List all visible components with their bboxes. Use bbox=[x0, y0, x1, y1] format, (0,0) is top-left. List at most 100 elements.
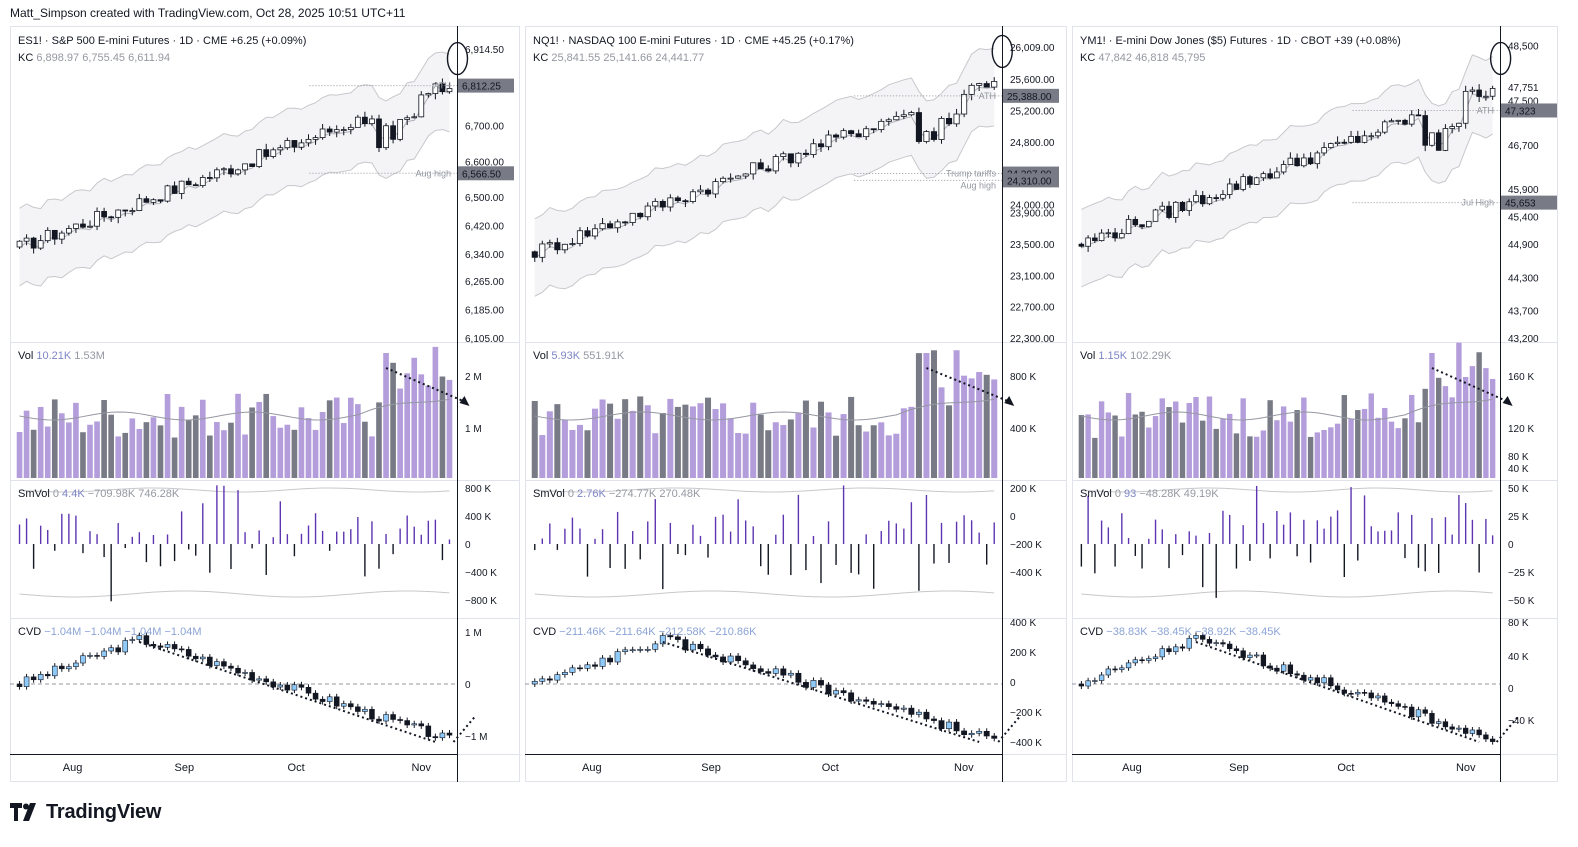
cvd-candle bbox=[1280, 664, 1287, 672]
volume-bar bbox=[73, 402, 79, 478]
volume-bar bbox=[1274, 420, 1280, 478]
volume-bar bbox=[810, 427, 817, 478]
volume-bar bbox=[870, 425, 877, 478]
candle-body bbox=[1334, 141, 1341, 144]
candle-body bbox=[659, 200, 666, 208]
candle-body bbox=[946, 117, 953, 125]
candle-body bbox=[810, 143, 817, 155]
time-axis-label: Sep bbox=[701, 762, 721, 774]
cvd-legend: CVD −1.04M −1.04M −1.04M −1.04M bbox=[18, 626, 202, 638]
volume-bar bbox=[1247, 436, 1253, 478]
candle-body bbox=[1381, 121, 1388, 133]
trend-arrow-cvd-down bbox=[1195, 641, 1480, 743]
smvol-lower-band bbox=[1081, 590, 1493, 598]
volume-bar bbox=[1334, 423, 1341, 478]
volume-axis-tick: 160 K bbox=[1508, 372, 1534, 383]
volume-bar bbox=[263, 393, 270, 478]
candle-body bbox=[291, 140, 298, 148]
symbol-title: NQ1! · NASDAQ 100 E-mini Futures · 1D · … bbox=[533, 35, 854, 47]
trend-arrowhead-volume bbox=[1502, 396, 1513, 406]
chart-pane-nq[interactable]: 26,009.00 25,600.00 25,200.00 24,800.00 24,0… bbox=[525, 26, 1067, 782]
chart-canvas-nq[interactable]: 26,009.00 25,600.00 25,200.00 24,800.00 24,0… bbox=[525, 26, 1067, 782]
candle-body bbox=[129, 210, 136, 212]
cvd-candle bbox=[1321, 677, 1327, 684]
cvd-candle bbox=[1240, 650, 1246, 658]
smvol-axis-tick: −800 K bbox=[465, 596, 497, 607]
candle-body bbox=[263, 149, 270, 157]
volume-bar bbox=[893, 433, 900, 478]
cvd-candle bbox=[644, 649, 651, 651]
cvd-axis-tick: 0 bbox=[1508, 684, 1514, 695]
volume-bar bbox=[554, 404, 561, 478]
cvd-candle bbox=[1463, 727, 1469, 734]
keltner-lower bbox=[534, 125, 995, 297]
candle-body bbox=[961, 93, 968, 115]
volume-bar bbox=[1260, 430, 1267, 478]
candle-body bbox=[1152, 209, 1159, 222]
cvd-candle bbox=[1361, 692, 1368, 694]
time-axis-label: Aug bbox=[582, 762, 602, 774]
cvd-candle bbox=[432, 736, 439, 739]
smvol-axis-tick: −50 K bbox=[1508, 596, 1535, 607]
candle-body bbox=[757, 162, 764, 170]
chart-pane-ym[interactable]: 48,500 47,751 47,500 46,700 45,900 45,400 44,9… bbox=[1072, 26, 1558, 782]
volume-bar bbox=[291, 429, 298, 478]
candle-body bbox=[1348, 135, 1354, 143]
volume-bar bbox=[727, 418, 734, 478]
candle-body bbox=[171, 185, 178, 194]
level-label: ATH bbox=[434, 81, 451, 91]
volume-bar bbox=[659, 412, 666, 478]
cvd-candle bbox=[614, 651, 621, 663]
volume-bar bbox=[900, 408, 907, 478]
volume-bar bbox=[185, 419, 192, 478]
candle-body bbox=[674, 197, 681, 202]
candle-body bbox=[101, 211, 107, 218]
volume-bar bbox=[576, 424, 583, 478]
cvd-axis-tick: −1 M bbox=[465, 732, 488, 743]
chart-canvas-es[interactable]: 6,914.50 6,700.00 6,600.00 6,500.00 6,420.00… bbox=[10, 26, 520, 782]
chart-canvas-ym[interactable]: 48,500 47,751 47,500 46,700 45,900 45,400 44,9… bbox=[1072, 26, 1558, 782]
price-axis-tick: 6,914.50 bbox=[465, 45, 504, 56]
candle-body bbox=[1395, 119, 1402, 122]
candle-body bbox=[1368, 135, 1375, 138]
chart-group: 48,500 47,751 47,500 46,700 45,900 45,400 44,9… bbox=[1072, 26, 1558, 782]
candle-body bbox=[561, 243, 568, 251]
tradingview-wordmark: TradingView bbox=[46, 800, 162, 823]
volume-bar bbox=[855, 425, 862, 478]
chart-pane-es[interactable]: 6,914.50 6,700.00 6,600.00 6,500.00 6,420.00… bbox=[10, 26, 520, 782]
cvd-candle bbox=[622, 649, 629, 652]
candle-body bbox=[312, 137, 319, 140]
smvol-legend: SmVol 0 93 −48.28K 49.19K bbox=[1080, 488, 1219, 500]
cvd-candle bbox=[101, 650, 107, 657]
volume-bar bbox=[780, 425, 787, 478]
cvd-candle bbox=[446, 732, 453, 736]
price-axis-tick: 25,200.00 bbox=[1010, 107, 1055, 118]
candle-body bbox=[206, 177, 213, 179]
candle-body bbox=[362, 116, 368, 125]
cvd-candle bbox=[1098, 674, 1105, 681]
price-axis-tick: 43,200 bbox=[1508, 334, 1539, 345]
candle-body bbox=[1119, 233, 1125, 239]
volume-bar bbox=[531, 401, 538, 478]
kc-legend: KC 47,842 46,818 45,795 bbox=[1080, 52, 1206, 64]
cvd-candle bbox=[418, 723, 425, 727]
smvol-axis-tick: −400 K bbox=[1010, 568, 1042, 579]
volume-bar bbox=[539, 435, 546, 478]
volume-bar bbox=[432, 346, 439, 478]
cvd-candle bbox=[1092, 680, 1098, 682]
candle-body bbox=[1098, 232, 1105, 242]
volume-bar bbox=[1307, 436, 1314, 478]
smvol-axis-tick: −200 K bbox=[1010, 540, 1042, 551]
level-label: Trump tariffs bbox=[946, 169, 997, 179]
cvd-legend: CVD −38.83K −38.45K −38.92K −38.45K bbox=[1080, 626, 1281, 638]
volume-bar bbox=[1449, 397, 1455, 478]
volume-bar bbox=[1267, 400, 1273, 478]
cvd-candle bbox=[915, 711, 922, 715]
candle-body bbox=[319, 128, 326, 138]
candle-body bbox=[178, 180, 185, 194]
volume-bar bbox=[961, 375, 968, 478]
cvd-candle bbox=[1105, 668, 1111, 676]
volume-bar bbox=[968, 378, 975, 478]
volume-bar bbox=[108, 414, 114, 478]
cvd-candle bbox=[1220, 642, 1226, 645]
